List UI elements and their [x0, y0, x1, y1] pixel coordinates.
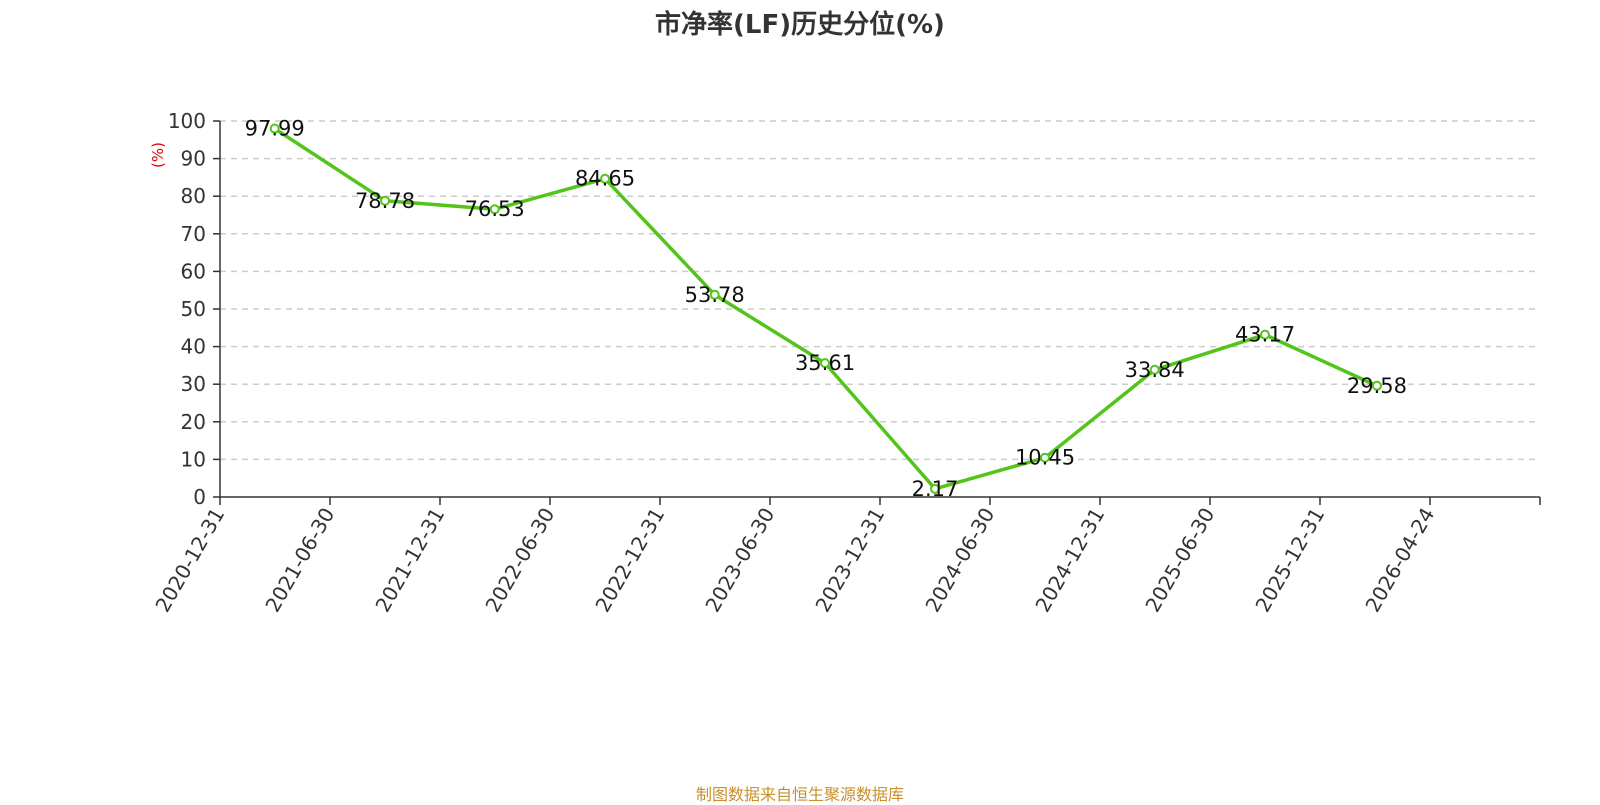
data-point — [269, 123, 280, 134]
data-point — [1149, 364, 1160, 375]
data-point — [1040, 452, 1050, 463]
x-tick-label-2025-06-30: 2025-06-30 — [1140, 504, 1219, 617]
data-label: 97.99 — [245, 117, 305, 141]
data-point — [820, 358, 830, 369]
grid-lines — [220, 120, 1540, 461]
data-label: 76.53 — [465, 197, 525, 221]
y-tick-label-0: 0 — [193, 485, 206, 509]
x-tick-label-2025-12-31: 2025-12-31 — [1250, 504, 1329, 617]
y-tick-label-60: 60 — [181, 259, 206, 283]
data-point — [709, 289, 720, 300]
y-tick-label-30: 30 — [181, 372, 206, 396]
source-note: 制图数据来自恒生聚源数据库 — [695, 785, 904, 804]
y-tick-label-50: 50 — [181, 297, 206, 321]
data-point — [1260, 329, 1270, 340]
data-point — [1371, 380, 1382, 391]
data-label: 43.17 — [1235, 323, 1295, 347]
y-tick-label-70: 70 — [181, 222, 206, 246]
y-tick-label-10: 10 — [181, 447, 206, 471]
x-tick-label-2024-12-31: 2024-12-31 — [1030, 504, 1109, 617]
data-label: 78.78 — [355, 189, 415, 213]
y-tick-label-20: 20 — [181, 410, 206, 434]
x-tick-label-2022-12-31: 2022-12-31 — [590, 504, 669, 617]
x-tick-label-2020-12-31: 2020-12-31 — [150, 504, 229, 617]
data-label: 10.45 — [1015, 446, 1075, 470]
x-tick-label-2023-06-30: 2023-06-30 — [700, 504, 779, 617]
x-tick-label-2026-04-24: 2026-04-24 — [1360, 504, 1439, 617]
data-points — [269, 123, 1382, 494]
y-axis-label: (%) — [149, 142, 167, 168]
y-tick-label-90: 90 — [181, 147, 206, 171]
y-tick-label-80: 80 — [181, 184, 206, 208]
data-labels: 97.99 78.78 76.53 84.65 53.78 35.61 2.17 10.45 3… — [245, 117, 1407, 501]
x-tick-label-2021-06-30: 2021-06-30 — [260, 504, 339, 617]
chart-title: 市净率(LF)历史分位(%) — [655, 10, 945, 40]
data-label: 53.78 — [685, 283, 745, 307]
data-label: 29.58 — [1347, 374, 1407, 398]
y-tick-label-40: 40 — [181, 335, 206, 359]
data-label: 84.65 — [575, 167, 635, 191]
data-point — [930, 483, 940, 494]
data-point — [380, 195, 390, 206]
data-label: 35.61 — [795, 351, 855, 375]
data-point — [600, 173, 610, 184]
x-tick-label-2022-06-30: 2022-06-30 — [480, 504, 559, 617]
data-label: 33.84 — [1125, 358, 1185, 382]
y-tick-label-100: 100 — [168, 109, 206, 133]
x-tick-label-2021-12-31: 2021-12-31 — [370, 504, 449, 617]
x-tick-label-2024-06-30: 2024-06-30 — [920, 504, 999, 617]
data-label: 2.17 — [912, 477, 959, 501]
x-tick-label-2023-12-31: 2023-12-31 — [810, 504, 889, 617]
data-point — [489, 204, 500, 215]
